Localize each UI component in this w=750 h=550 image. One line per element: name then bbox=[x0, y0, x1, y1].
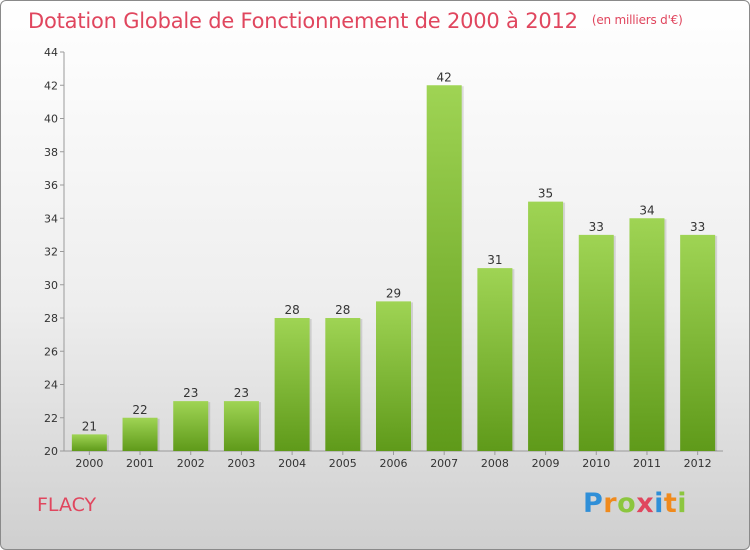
x-tick-label: 2009 bbox=[532, 457, 560, 470]
chart-subtitle: (en milliers d'€) bbox=[591, 13, 683, 27]
x-tick-label: 2005 bbox=[329, 457, 357, 470]
y-tick-label: 22 bbox=[44, 412, 58, 425]
logo-letter: i bbox=[677, 488, 688, 519]
x-tick-label: 2001 bbox=[126, 457, 154, 470]
bar bbox=[122, 417, 158, 451]
x-tick-label: 2008 bbox=[481, 457, 509, 470]
bar-value-label: 35 bbox=[538, 187, 553, 201]
proxiti-logo[interactable]: Proxiti bbox=[583, 488, 687, 519]
x-tick-label: 2007 bbox=[430, 457, 458, 470]
bar-value-label: 28 bbox=[335, 303, 350, 317]
bar bbox=[426, 85, 462, 451]
y-tick-label: 36 bbox=[44, 179, 58, 192]
chart-labels: 21 2000 22 2001 23 2002 23 2003 28 2004 28 2005 29 20… bbox=[75, 70, 711, 470]
y-tick-label: 32 bbox=[44, 246, 58, 259]
logo-letter: P bbox=[583, 488, 604, 519]
y-tick-label: 20 bbox=[44, 445, 58, 458]
bar bbox=[528, 201, 564, 451]
bar bbox=[223, 401, 259, 451]
bar-value-label: 23 bbox=[183, 386, 198, 400]
x-tick-label: 2012 bbox=[684, 457, 712, 470]
bar bbox=[376, 301, 411, 451]
y-tick-label: 40 bbox=[44, 113, 58, 126]
bar-value-label: 23 bbox=[234, 386, 249, 400]
y-tick-label: 34 bbox=[44, 212, 58, 225]
bar bbox=[578, 234, 614, 451]
bar-value-label: 33 bbox=[690, 220, 705, 234]
bar bbox=[274, 318, 310, 451]
logo-letter: r bbox=[603, 488, 618, 519]
commune-name: FLACY bbox=[37, 494, 97, 516]
chart-axes: 20 22 24 26 28 30 32 34 36 38 40 42 44 bbox=[44, 46, 723, 458]
y-tick-label: 44 bbox=[44, 46, 58, 59]
bar-value-label: 22 bbox=[132, 403, 147, 417]
logo-letter: i bbox=[654, 488, 664, 519]
bar bbox=[477, 268, 513, 451]
x-tick-label: 2003 bbox=[227, 457, 255, 470]
chart-bars bbox=[71, 85, 718, 451]
bar-value-label: 21 bbox=[82, 419, 97, 433]
logo-letter: x bbox=[636, 488, 655, 519]
bar-value-label: 28 bbox=[284, 303, 299, 317]
y-tick-label: 24 bbox=[44, 379, 58, 392]
x-tick-label: 2000 bbox=[75, 457, 103, 470]
x-tick-label: 2006 bbox=[380, 457, 408, 470]
bar-value-label: 34 bbox=[639, 203, 654, 217]
x-tick-label: 2010 bbox=[582, 457, 610, 470]
x-tick-label: 2002 bbox=[177, 457, 205, 470]
logo-letter: t bbox=[663, 488, 678, 519]
bar bbox=[629, 218, 665, 451]
y-tick-label: 28 bbox=[44, 312, 58, 325]
logo-letter: o bbox=[617, 488, 637, 519]
bar bbox=[71, 434, 107, 451]
bar bbox=[173, 401, 209, 451]
bar-value-label: 33 bbox=[589, 220, 604, 234]
y-tick-label: 38 bbox=[44, 146, 58, 159]
chart-title: Dotation Globale de Fonctionnement de 20… bbox=[28, 9, 683, 33]
bar bbox=[680, 234, 716, 451]
y-tick-label: 30 bbox=[44, 279, 58, 292]
bar-value-label: 31 bbox=[487, 253, 502, 267]
y-tick-label: 42 bbox=[44, 79, 58, 92]
chart-title-text: Dotation Globale de Fonctionnement de 20… bbox=[28, 9, 578, 33]
bar-value-label: 42 bbox=[437, 70, 452, 84]
x-tick-label: 2011 bbox=[633, 457, 661, 470]
x-tick-label: 2004 bbox=[278, 457, 306, 470]
bar bbox=[325, 318, 361, 451]
y-tick-label: 26 bbox=[44, 345, 58, 358]
bar-value-label: 29 bbox=[386, 286, 401, 300]
